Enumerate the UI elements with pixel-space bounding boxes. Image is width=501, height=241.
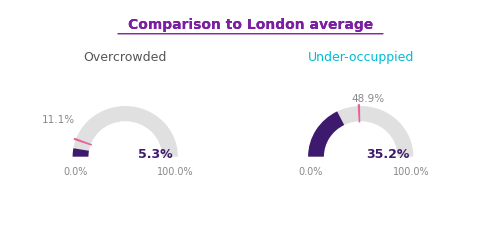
Text: 5.3%: 5.3%	[138, 148, 172, 161]
Wedge shape	[73, 106, 178, 157]
Text: 0.0%: 0.0%	[299, 167, 323, 177]
Wedge shape	[308, 111, 344, 157]
Wedge shape	[358, 104, 360, 122]
Text: 35.2%: 35.2%	[366, 148, 409, 161]
Wedge shape	[74, 138, 92, 146]
Text: 100.0%: 100.0%	[392, 167, 429, 177]
Text: 100.0%: 100.0%	[157, 167, 194, 177]
Text: Overcrowded: Overcrowded	[84, 51, 167, 64]
Text: 0.0%: 0.0%	[63, 167, 87, 177]
Text: 11.1%: 11.1%	[42, 115, 75, 125]
Text: Comparison to London average: Comparison to London average	[128, 18, 373, 32]
Wedge shape	[308, 106, 413, 157]
Wedge shape	[73, 148, 89, 157]
Text: 48.9%: 48.9%	[352, 94, 385, 104]
Text: Comparison to London average: Comparison to London average	[128, 18, 373, 32]
Text: Under-occuppied: Under-occuppied	[308, 51, 414, 64]
